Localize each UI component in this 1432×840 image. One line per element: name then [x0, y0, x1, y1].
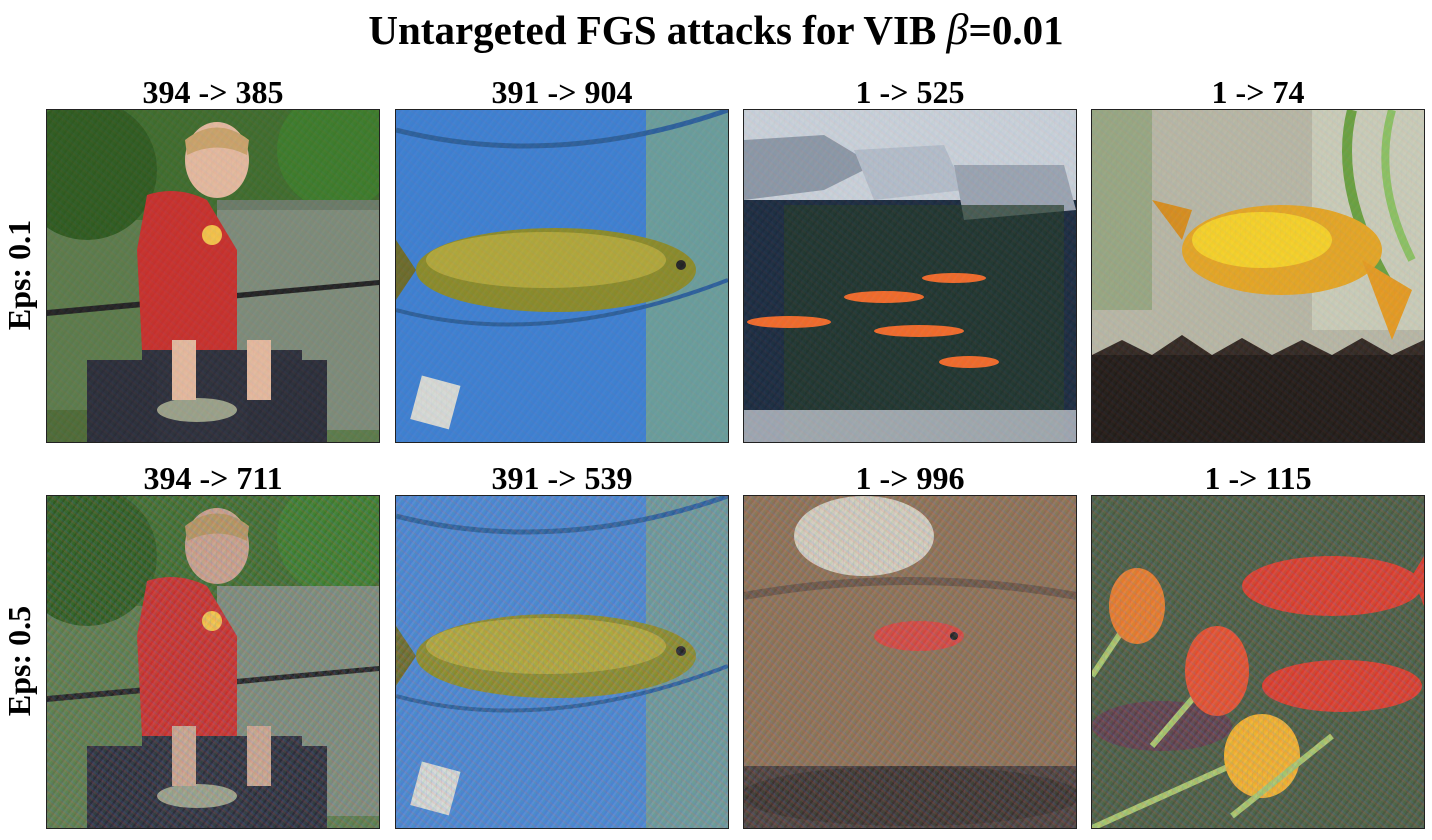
caption-r1-c2: 1 -> 996 — [855, 460, 965, 496]
figure-title: Untargeted FGS attacks for VIB β=0.01 — [0, 4, 1432, 56]
caption-r0-c3: 1 -> 74 — [1211, 74, 1305, 110]
boy-holding-fish-photo-attacked — [46, 495, 380, 829]
fish-in-net-photo — [395, 109, 729, 443]
goldfish-tank-photo — [1091, 109, 1425, 443]
figure-title-text: Untargeted FGS attacks for VIB — [368, 7, 937, 53]
boy-holding-fish-photo — [46, 109, 380, 443]
beta-value: =0.01 — [968, 7, 1064, 53]
caption-r0-c0: 394 -> 385 — [142, 74, 284, 110]
beta-symbol: β — [946, 5, 969, 54]
goldfish-tulips-photo — [1091, 495, 1425, 829]
fish-in-net-photo-attacked — [395, 495, 729, 829]
caption-r1-c0: 394 -> 711 — [143, 460, 283, 496]
caption-r0-c2: 1 -> 525 — [855, 74, 965, 110]
goldfish-pond-photo — [743, 109, 1077, 443]
row-label-eps-0-5: Eps: 0.5 — [1, 605, 37, 717]
row-label-eps-0-1: Eps: 0.1 — [1, 219, 37, 331]
goldfish-pond-photo-attacked — [743, 495, 1077, 829]
caption-r1-c3: 1 -> 115 — [1204, 460, 1312, 496]
caption-r1-c1: 391 -> 539 — [491, 460, 633, 496]
caption-r0-c1: 391 -> 904 — [491, 74, 633, 110]
